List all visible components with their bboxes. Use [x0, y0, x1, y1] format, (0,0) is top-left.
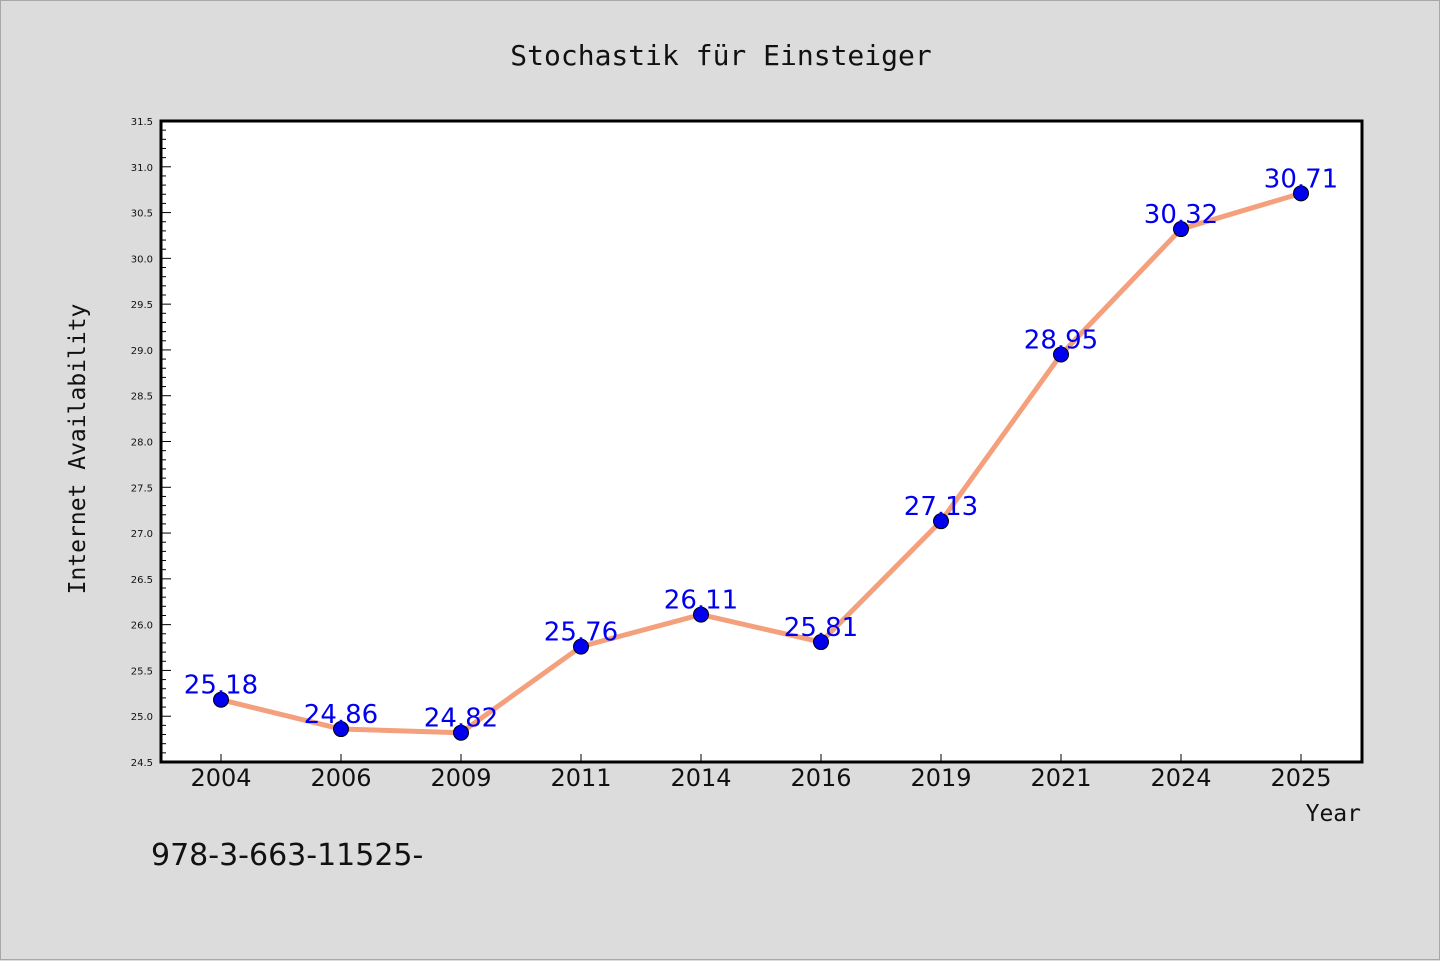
data-label: 25.18 [184, 671, 258, 701]
data-label: 30.71 [1264, 164, 1338, 194]
data-point [573, 638, 589, 655]
data-label: 30.32 [1144, 200, 1218, 230]
y-tick-label: 29.5 [131, 300, 153, 311]
data-label: 25.76 [544, 618, 618, 648]
y-tick-label: 25.5 [131, 666, 153, 677]
x-tick-label: 2021 [1030, 764, 1091, 792]
y-tick-label: 30.0 [131, 254, 153, 265]
y-tick-label: 29.0 [131, 346, 153, 357]
y-tick-label: 26.5 [131, 575, 153, 586]
x-axis: 2004 2006 2009 2011 2014 2016 2019 2021 2024 2025 [190, 754, 1332, 792]
y-tick-label: 28.5 [131, 392, 153, 403]
x-tick-label: 2024 [1150, 764, 1211, 792]
data-labels: 25.18 24.86 24.82 25.76 26.11 25.81 27.13 28.95… [184, 164, 1338, 733]
data-label: 24.86 [304, 700, 378, 730]
data-markers [213, 185, 1309, 741]
data-point [1053, 346, 1069, 363]
data-point [213, 691, 229, 708]
y-tick-label: 27.5 [131, 483, 153, 494]
data-point [693, 606, 709, 623]
y-tick-label: 25.0 [131, 712, 153, 723]
y-axis-minor-ticks [161, 120, 171, 763]
y-axis: 24.5 25.0 25.5 26.0 26.5 27.0 27.5 28.0 28.5 29.0… [131, 117, 153, 769]
y-tick-label: 31.5 [131, 117, 153, 128]
y-tick-label: 27.0 [131, 529, 153, 540]
series-line [218, 190, 1304, 736]
data-label: 25.81 [784, 613, 858, 643]
isbn-footer: 978-3-663-11525- [151, 838, 423, 873]
chart-title: Stochastik für Einsteiger [510, 39, 931, 72]
x-tick-label: 2011 [550, 764, 611, 792]
x-tick-label: 2004 [190, 764, 251, 792]
y-tick-label: 28.0 [131, 438, 153, 449]
y-tick-label: 24.5 [131, 758, 153, 769]
data-point [933, 513, 949, 530]
data-label: 27.13 [904, 492, 978, 522]
data-point [333, 721, 349, 738]
plot-area [159, 119, 1364, 764]
data-label: 28.95 [1024, 326, 1098, 356]
y-tick-label: 30.5 [131, 209, 153, 220]
data-point [453, 724, 469, 741]
y-axis-label: Internet Availability [65, 304, 91, 595]
x-tick-label: 2006 [310, 764, 371, 792]
x-tick-label: 2016 [790, 764, 851, 792]
data-point [1293, 185, 1309, 202]
x-tick-label: 2009 [430, 764, 491, 792]
x-tick-label: 2025 [1270, 764, 1331, 792]
data-point [1173, 221, 1189, 238]
x-tick-label: 2014 [670, 764, 731, 792]
y-tick-label: 26.0 [131, 621, 153, 632]
y-tick-label: 31.0 [131, 163, 153, 174]
x-axis-label: Year [1306, 801, 1361, 827]
data-label: 24.82 [424, 704, 498, 734]
data-point [813, 634, 829, 651]
x-tick-label: 2019 [910, 764, 971, 792]
data-label: 26.11 [664, 586, 738, 616]
